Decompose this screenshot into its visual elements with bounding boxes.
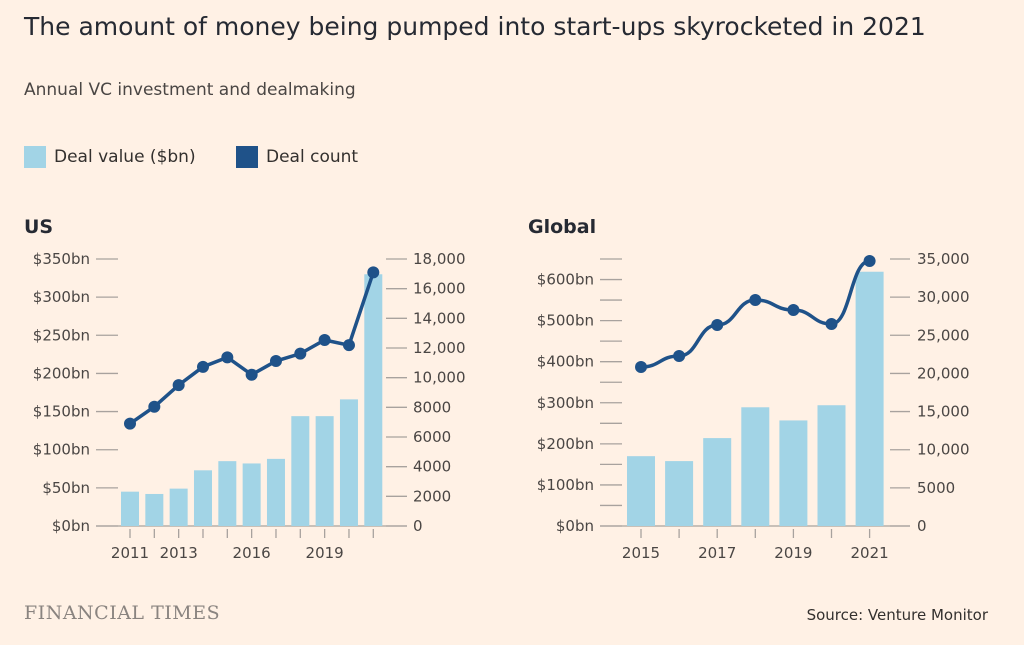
us-x-tick-label: 2016 [233,544,271,562]
us-bar-2013 [169,488,188,526]
global-bar-2018 [741,407,770,526]
us-bar-2012 [145,493,164,526]
us-bar-2018 [291,416,310,526]
us-right-tick-label: 18,000 [413,250,466,268]
us-chart-title: US [24,216,54,238]
us-left-tick-label: $200bn [33,364,90,382]
legend-item-deal-count: Deal count [236,146,358,168]
us-deal-count-point-2021 [367,266,380,279]
global-left-tick-label: $0bn [556,517,594,535]
us-right-tick-label: 10,000 [413,369,466,387]
global-right-tick-label: 30,000 [917,288,970,306]
global-bar-2021 [855,271,884,526]
us-left-tick-label: $50bn [42,479,90,497]
us-left-tick-label: $350bn [33,250,90,268]
us-deal-count-point-2015 [221,351,234,364]
us-right-tick-label: 12,000 [413,339,466,357]
global-bar-2015 [627,456,655,526]
global-right-tick-label: 0 [917,517,927,535]
us-deal-count-point-2014 [196,360,209,373]
global-left-tick-label: $600bn [537,271,594,289]
global-right-tick-label: 35,000 [917,250,970,268]
global-x-tick-label: 2021 [851,544,889,562]
us-right-tick-label: 14,000 [413,309,466,327]
us-right-tick-label: 8000 [413,398,451,416]
us-left-tick-label: $100bn [33,441,90,459]
us-bar-2016 [242,463,261,526]
chart-title: The amount of money being pumped into st… [24,12,926,41]
legend-label: Deal value ($bn) [54,147,196,167]
us-deal-count-point-2018 [294,347,307,360]
us-bar-2020 [339,399,358,526]
us-bar-2014 [193,470,212,526]
global-bar-2017 [703,438,732,526]
global-deal-count-point-2021 [863,254,876,267]
us-deal-count-point-2012 [148,400,161,413]
us-deal-count-line [129,271,375,426]
legend-label: Deal count [266,147,359,167]
global-x-tick-label: 2019 [774,544,812,562]
us-right-tick-label: 0 [413,517,423,535]
global-left-tick-label: $100bn [537,476,594,494]
us-x-tick-label: 2011 [111,544,149,562]
global-right-tick-label: 15,000 [917,403,970,421]
us-bar-2019 [315,416,334,526]
us-bar-2015 [218,461,237,526]
global-bar-2020 [817,405,846,526]
us-bar-2011 [121,491,139,526]
global-right-tick-label: 20,000 [917,364,970,382]
us-deal-count-point-2020 [342,339,355,352]
us-deal-count-point-2017 [269,355,282,368]
legend-item-deal-value: Deal value ($bn) [24,146,196,168]
us-deal-count-point-2013 [172,379,185,392]
us-deal-count-point-2019 [318,333,331,346]
global-x-tick-label: 2015 [622,544,660,562]
us-deal-count-point-2016 [245,368,258,381]
global-deal-count-line [640,259,871,369]
global-deal-count-point-2019 [787,304,800,317]
us-deal-count-point-2011 [124,417,136,430]
us-left-tick-label: $0bn [52,517,90,535]
global-right-tick-label: 10,000 [917,441,970,459]
global-deal-count-point-2018 [749,294,762,307]
global-right-tick-label: 25,000 [917,326,970,344]
us-bar-2017 [266,458,285,526]
us-x-tick-label: 2013 [160,544,198,562]
global-x-tick-label: 2017 [698,544,736,562]
global-bar-2019 [779,420,808,526]
global-chart-title: Global [528,216,597,238]
us-bar-2021 [364,274,383,526]
us-x-tick-label: 2019 [306,544,344,562]
global-left-tick-label: $500bn [537,312,594,330]
global-deal-count-point-2015 [635,361,647,374]
source-note: Source: Venture Monitor [806,606,988,624]
ft-logo: FINANCIAL TIMES [24,602,221,624]
global-left-tick-label: $400bn [537,353,594,371]
us-right-tick-label: 16,000 [413,280,466,298]
chart-subtitle: Annual VC investment and dealmaking [24,80,356,100]
global-deal-count-point-2020 [825,317,838,330]
us-left-tick-label: $300bn [33,288,90,306]
us-right-tick-label: 2000 [413,487,451,505]
us-right-tick-label: 4000 [413,458,451,476]
us-left-tick-label: $250bn [33,326,90,344]
us-right-tick-label: 6000 [413,428,451,446]
global-right-tick-label: 5000 [917,479,955,497]
global-bar-2016 [665,461,694,526]
global-left-tick-label: $200bn [537,435,594,453]
legend-swatch-deal-value [24,146,46,168]
global-deal-count-point-2017 [711,318,724,331]
legend-swatch-deal-count [236,146,258,168]
us-left-tick-label: $150bn [33,403,90,421]
global-deal-count-point-2016 [673,349,686,362]
global-left-tick-label: $300bn [537,394,594,412]
